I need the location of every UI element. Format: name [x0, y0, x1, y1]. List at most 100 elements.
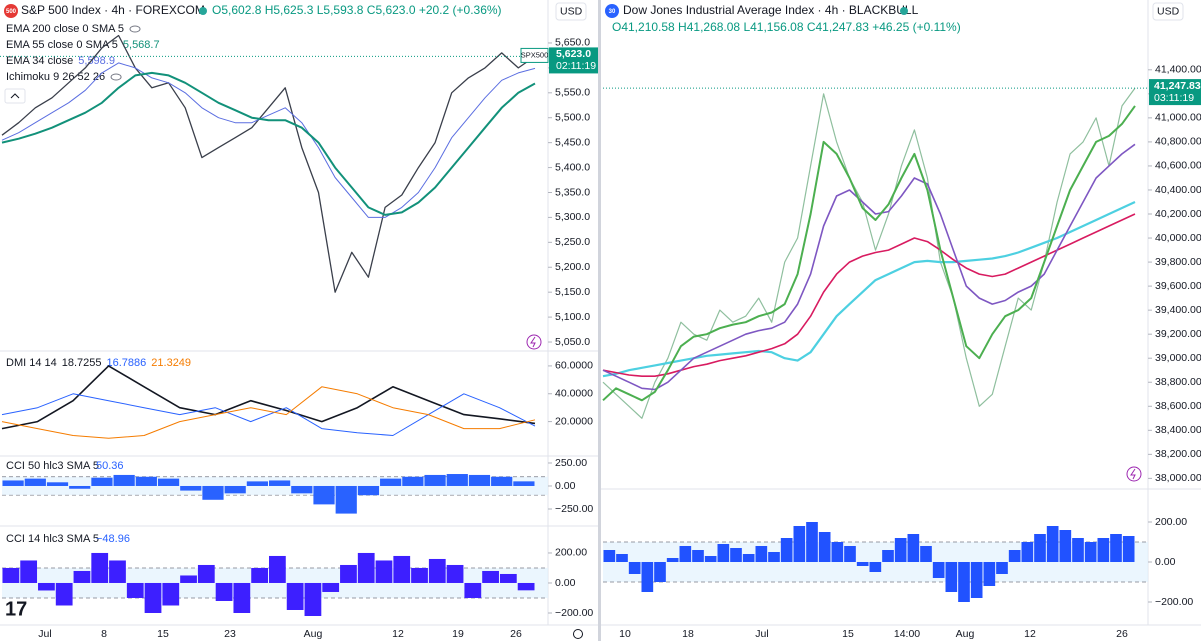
cci-bar [233, 582, 251, 613]
cci-bar [742, 554, 755, 562]
legend-label: EMA 34 close [6, 55, 73, 67]
series-line [1, 34, 536, 293]
visibility-icon[interactable] [110, 73, 122, 81]
x-tick-label: 14:00 [894, 628, 920, 640]
cci-bar [666, 558, 679, 562]
x-tick-label: 19 [452, 628, 464, 640]
cci-bar [91, 552, 109, 583]
y-tick-label: 0.00 [1155, 556, 1176, 568]
y-tick-label: −200.00 [555, 607, 593, 619]
cci-bar [269, 480, 291, 486]
collapse-button[interactable] [4, 88, 26, 104]
series-line [1, 386, 536, 439]
cci50-value: 50.36 [96, 460, 124, 472]
price-tag-text: 41,247.83 [1154, 80, 1201, 92]
cci-bar [113, 474, 135, 486]
y-tick-label: 5,400.0 [555, 161, 590, 173]
y-tick-label: 38,600.00 [1155, 400, 1201, 412]
cci-bar [1021, 542, 1034, 562]
legend-label: EMA 55 close 0 SMA 5 [6, 39, 118, 51]
y-tick-label: 0.00 [555, 577, 576, 589]
y-tick-label: 38,400.00 [1155, 424, 1201, 436]
x-tick-label: Jul [38, 628, 51, 640]
symbol-badge[interactable] [605, 4, 619, 18]
cci-bar [69, 485, 91, 489]
price-tag [549, 47, 598, 74]
cci-bar [603, 550, 616, 562]
cci-bar [251, 567, 268, 583]
cci-bar [393, 555, 411, 583]
cci-bar [793, 526, 806, 562]
price-tag-text: 5,623.0 [556, 48, 591, 60]
dmi-value: 16.7886 [107, 357, 147, 369]
currency[interactable]: USD [1157, 5, 1180, 17]
cci-bar [983, 562, 996, 586]
y-tick-label: 39,800.00 [1155, 256, 1201, 268]
cci-bar [499, 573, 517, 583]
series-line [602, 87, 1136, 419]
panel-divider[interactable] [598, 0, 601, 641]
y-tick-label: 41,400.00 [1155, 64, 1201, 76]
countdown: 03:11:19 [1154, 92, 1194, 104]
cci-bar [38, 582, 55, 591]
cci-bar [402, 476, 424, 486]
symbol-tag [520, 47, 549, 63]
y-tick-label: 0.00 [555, 480, 576, 492]
cci-bar [958, 562, 970, 602]
y-tick-label: 20.0000 [555, 415, 593, 427]
cci-bar [202, 485, 224, 500]
cci-bar [1122, 536, 1135, 562]
cci-bar [616, 554, 628, 562]
currency[interactable]: USD [560, 5, 583, 17]
flash-icon[interactable] [1126, 466, 1142, 482]
flash-icon[interactable] [526, 334, 542, 350]
cci-bar [730, 548, 742, 562]
dmi-value: 18.7255 [62, 357, 102, 369]
x-tick-label: 10 [619, 628, 631, 640]
cci-bar [932, 562, 945, 578]
symbol-title[interactable]: Dow Jones Industrial Average Index · 4h … [623, 3, 919, 17]
tv-logo[interactable]: 17 [5, 598, 27, 620]
symbol-title[interactable]: S&P 500 Index · 4h · FOREXCOM [21, 3, 205, 17]
cci-bar [517, 582, 535, 591]
symbol-badge[interactable] [4, 4, 18, 18]
cci14-value: −48.96 [96, 533, 130, 545]
currency-button[interactable] [1152, 2, 1184, 21]
cci-bar [55, 582, 73, 606]
y-tick-label: 5,100.0 [555, 311, 590, 323]
cci-bar [1110, 534, 1122, 562]
x-tick-label: 8 [101, 628, 107, 640]
currency-button[interactable] [555, 2, 587, 21]
symbol-tag-text: SPX500 [521, 50, 549, 59]
settings-icon[interactable] [573, 629, 583, 639]
visibility-icon[interactable] [129, 25, 141, 33]
cci-bar [286, 582, 304, 610]
cci-bar [224, 485, 246, 494]
cci-bar [197, 564, 215, 583]
cci-bar [1097, 538, 1110, 562]
dmi-value: 21.3249 [151, 357, 191, 369]
price-tag [1149, 79, 1201, 106]
cci-bar [641, 562, 654, 592]
series-line [602, 201, 1136, 378]
cci-bar [313, 485, 335, 505]
cci-bar [806, 522, 818, 562]
cci-bar [628, 562, 641, 574]
cci-bar [717, 544, 730, 562]
legend: EMA 200 close 0 SMA 5 EMA 55 close 0 SMA … [6, 23, 160, 83]
cci-bar [882, 550, 894, 562]
cci-bar [24, 478, 46, 486]
market-status [199, 7, 207, 15]
series-line [602, 105, 1136, 402]
symbol-badge-text: 30 [609, 9, 616, 15]
cci-bar [1046, 526, 1059, 562]
cci-bar [468, 474, 491, 486]
x-tick-label: 15 [157, 628, 169, 640]
cci-bar [831, 542, 844, 562]
cci-bar [135, 476, 157, 486]
x-tick-label: 26 [1116, 628, 1128, 640]
cci-bar [464, 582, 482, 598]
cci-bar [513, 481, 535, 486]
countdown: 02:11:19 [556, 60, 596, 72]
y-tick-label: 40.0000 [555, 388, 593, 400]
